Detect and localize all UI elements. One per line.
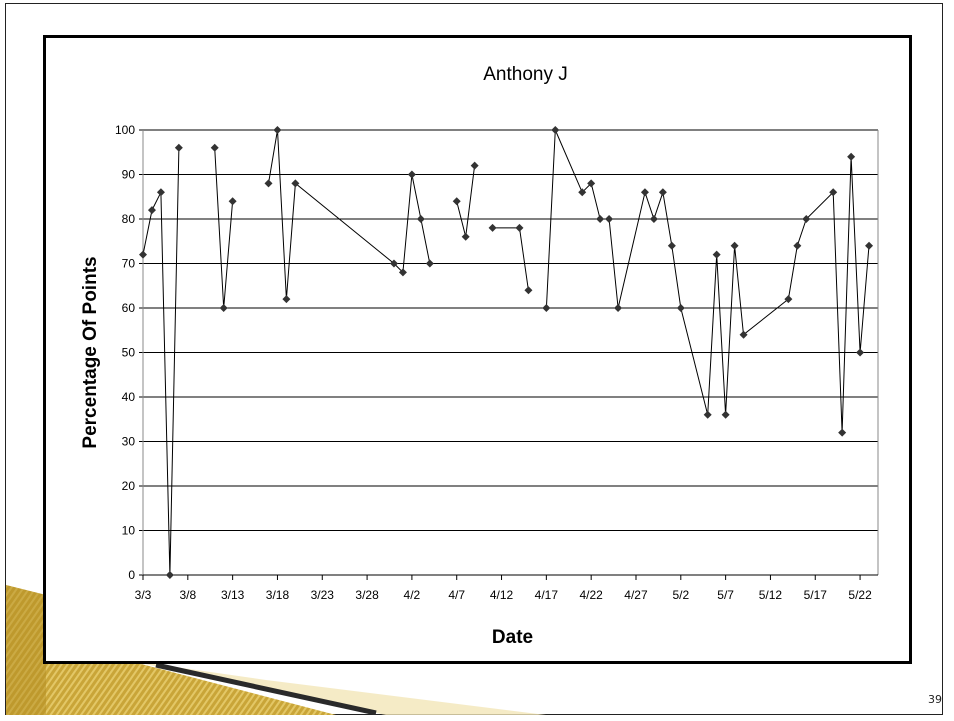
y-tick-label: 80 — [122, 212, 136, 226]
x-tick-label: 4/7 — [448, 588, 465, 602]
data-point — [703, 410, 712, 419]
data-point — [452, 197, 461, 206]
x-tick-label: 4/27 — [624, 588, 648, 602]
data-point — [847, 152, 856, 161]
data-point — [856, 348, 865, 357]
y-tick-label: 70 — [122, 257, 136, 271]
data-point — [147, 206, 156, 215]
series-line — [214, 147, 234, 309]
y-tick-label: 60 — [122, 301, 136, 315]
data-point — [551, 126, 560, 134]
data-point — [614, 304, 623, 312]
y-tick-label: 0 — [128, 568, 135, 582]
data-point — [282, 295, 291, 304]
data-point — [865, 241, 874, 250]
data-point — [587, 179, 596, 188]
data-point — [596, 215, 605, 223]
chart-title: Anthony J — [483, 64, 568, 85]
data-point — [210, 143, 219, 152]
y-tick-label: 20 — [122, 479, 136, 493]
data-point — [667, 241, 676, 250]
x-tick-label: 5/7 — [717, 588, 734, 602]
data-point — [802, 215, 811, 223]
series-line — [142, 147, 180, 576]
data-point — [838, 428, 847, 437]
decorative-gold-corner — [6, 585, 546, 715]
x-axis-label: Date — [492, 627, 533, 648]
x-tick-label: 3/28 — [355, 588, 379, 602]
data-point — [165, 571, 174, 579]
data-point — [416, 215, 425, 223]
x-tick-label: 4/17 — [535, 588, 559, 602]
y-tick-label: 30 — [122, 435, 136, 449]
data-point — [488, 223, 497, 232]
data-point — [139, 250, 147, 259]
data-point — [407, 170, 416, 179]
data-point — [461, 232, 470, 241]
data-point — [676, 304, 685, 312]
y-tick-label: 10 — [122, 524, 136, 538]
x-tick-label: 4/22 — [579, 588, 603, 602]
data-point — [649, 215, 658, 223]
y-axis-label: Percentage Of Points — [80, 256, 101, 448]
x-tick-label: 3/8 — [179, 588, 196, 602]
x-tick-label: 3/3 — [135, 588, 152, 602]
x-tick-label: 5/12 — [759, 588, 783, 602]
series-line — [545, 129, 870, 433]
data-point — [389, 259, 398, 268]
data-point — [829, 188, 838, 197]
data-point — [784, 295, 793, 304]
data-point — [174, 143, 183, 152]
x-tick-label: 3/13 — [221, 588, 245, 602]
data-point — [730, 241, 739, 250]
chart-container: 0 10 20 30 40 50 60 70 80 90 100 3/3 3/8 3/13 3/18 3/23… — [43, 35, 912, 664]
x-tick-label: 4/12 — [490, 588, 514, 602]
data-point — [712, 250, 721, 259]
data-point — [291, 179, 300, 188]
data-point — [470, 161, 479, 170]
line-chart: 0 10 20 30 40 50 60 70 80 90 100 3/3 3/8 3/13 3/18 3/23… — [80, 64, 879, 648]
data-point — [640, 188, 649, 197]
x-tick-label: 5/22 — [848, 588, 872, 602]
data-point — [721, 410, 730, 419]
data-point — [425, 259, 434, 268]
data-point — [156, 188, 165, 197]
data-point — [542, 304, 551, 312]
data-point — [515, 223, 524, 232]
data-point — [273, 126, 282, 134]
data-point — [524, 286, 533, 295]
x-tick-label: 5/17 — [804, 588, 828, 602]
data-point — [578, 188, 587, 197]
y-tick-label: 100 — [115, 123, 135, 137]
data-point — [658, 188, 667, 197]
data-point — [264, 179, 273, 188]
data-point — [605, 215, 614, 223]
y-tick-label: 50 — [122, 346, 136, 360]
y-tick-label: 90 — [122, 168, 136, 182]
data-point — [219, 304, 228, 312]
data-point — [398, 268, 407, 277]
x-tick-label: 5/2 — [672, 588, 689, 602]
x-tick-label: 3/23 — [311, 588, 335, 602]
series-line — [268, 129, 431, 300]
page-number: 39 — [928, 693, 942, 706]
series-line — [492, 227, 529, 291]
y-tick-label: 40 — [122, 390, 136, 404]
x-tick-label: 4/2 — [404, 588, 421, 602]
data-point — [228, 197, 237, 206]
data-point — [793, 241, 802, 250]
x-tick-label: 3/18 — [266, 588, 290, 602]
data-point — [739, 330, 748, 339]
